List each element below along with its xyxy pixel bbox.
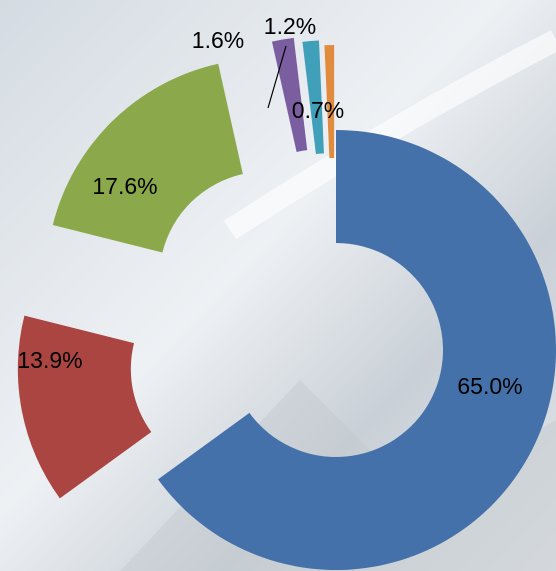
data-label: 0.7% [292, 97, 344, 123]
background-streak [224, 30, 556, 240]
donut-slice [302, 40, 324, 155]
donut-slice [52, 63, 243, 253]
data-label: 1.6% [192, 27, 244, 53]
donut-slice [271, 37, 308, 152]
data-label: 65.0% [457, 373, 522, 399]
leader-line [267, 45, 287, 109]
data-label: 17.6% [92, 173, 157, 199]
donut-slice [17, 315, 152, 499]
donut-slice [324, 45, 335, 159]
data-label: 1.2% [264, 13, 316, 39]
data-label: 13.9% [17, 347, 82, 373]
donut-slice [158, 130, 556, 570]
